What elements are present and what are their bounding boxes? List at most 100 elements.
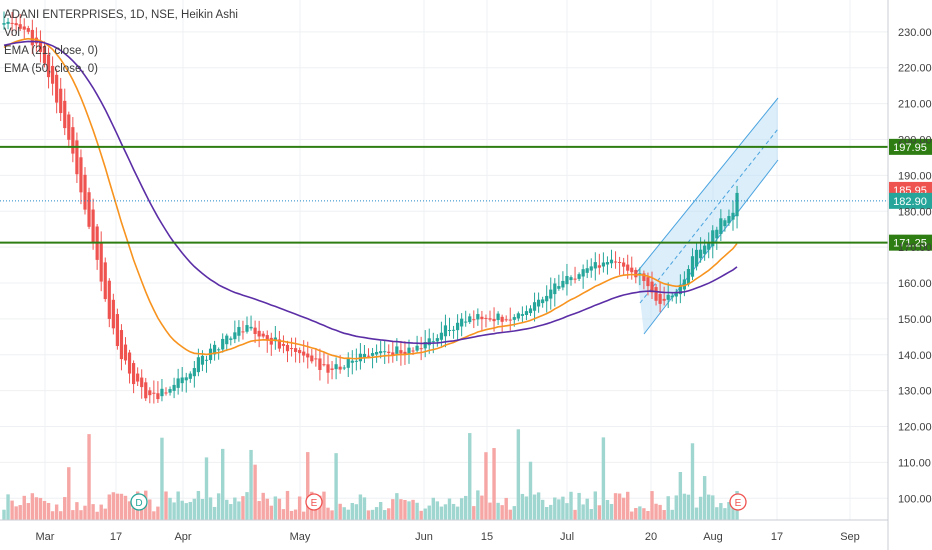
- volume-bar: [281, 509, 286, 520]
- candle-body: [561, 280, 565, 288]
- volume-bar: [127, 501, 132, 520]
- candle-body: [87, 192, 91, 227]
- candle-body: [132, 363, 136, 385]
- candle-body: [192, 368, 196, 377]
- volume-bar: [253, 464, 257, 520]
- candle-body: [476, 314, 480, 320]
- volume-bar: [249, 449, 253, 520]
- y-tick-label: 180.00: [898, 206, 932, 218]
- volume-bar: [269, 505, 273, 520]
- level-tag-label: 197.95: [893, 142, 927, 154]
- candle-body: [281, 343, 286, 346]
- candle-body: [609, 259, 614, 264]
- volume-bar: [156, 506, 160, 520]
- candle-body: [362, 353, 367, 358]
- candle-body: [302, 351, 306, 356]
- y-tick-label: 170.00: [898, 242, 932, 254]
- candle-body: [456, 322, 460, 331]
- volume-bar: [261, 492, 265, 520]
- volume-bar: [160, 437, 164, 520]
- volume-bar: [200, 498, 205, 520]
- candle-body: [646, 277, 650, 287]
- candle-body: [140, 377, 144, 388]
- volume-bar: [111, 492, 116, 520]
- volume-bar: [2, 509, 6, 520]
- volume-bar: [115, 493, 120, 520]
- candle-body: [136, 373, 140, 382]
- y-tick-label: 160.00: [898, 278, 932, 290]
- ema50-line: [3, 40, 738, 345]
- x-tick-label: 20: [645, 531, 657, 543]
- volume-bar: [678, 472, 683, 520]
- candle-body: [488, 318, 492, 320]
- volume-bar: [306, 452, 310, 520]
- volume-bar: [435, 501, 440, 520]
- candle-body: [472, 319, 476, 321]
- volume-bar: [573, 509, 577, 520]
- x-tick-label: 17: [771, 531, 783, 543]
- candle-body: [119, 330, 124, 360]
- candle-body: [383, 351, 387, 353]
- volume-bar: [119, 493, 124, 520]
- volume-bar: [273, 496, 278, 520]
- volume-bar: [528, 461, 533, 520]
- volume-bar: [131, 507, 136, 520]
- x-tick-label: Jun: [415, 531, 433, 543]
- volume-bar: [480, 495, 484, 520]
- candle-body: [196, 357, 200, 373]
- volume-bar: [411, 499, 415, 520]
- level-tag-label: 171.25: [893, 238, 927, 250]
- candle-body: [682, 279, 686, 290]
- volume-bar: [403, 500, 407, 520]
- volume-bar: [650, 491, 654, 520]
- volume-legend[interactable]: Vol: [4, 27, 20, 39]
- ema50-legend[interactable]: EMA (50, close, 0): [4, 63, 98, 75]
- volume-bar: [702, 476, 707, 520]
- candle-body: [686, 268, 691, 285]
- ema21-legend[interactable]: EMA (21, close, 0): [4, 45, 98, 57]
- candle-body: [411, 350, 415, 352]
- x-tick-label: Jul: [560, 531, 574, 543]
- volume-bar: [326, 507, 330, 520]
- ema21-line: [3, 37, 738, 360]
- volume-bar: [431, 497, 435, 520]
- candle-body: [650, 281, 654, 293]
- volume-bar: [38, 497, 43, 520]
- volume-bar: [613, 493, 618, 520]
- volume-bar: [609, 503, 614, 520]
- volume-bar: [585, 498, 589, 520]
- candle-body: [593, 262, 597, 269]
- volume-bar: [638, 506, 642, 520]
- channel-fill: [637, 98, 778, 334]
- candle-body: [613, 261, 618, 263]
- volume-bar: [476, 490, 480, 520]
- candle-body: [638, 273, 642, 275]
- volume-bar: [654, 503, 658, 520]
- volume-bar: [342, 507, 346, 520]
- volume-bar: [221, 448, 225, 520]
- candle-body: [38, 40, 43, 52]
- candle-body: [225, 335, 229, 345]
- candle-body: [2, 23, 6, 25]
- symbol-title[interactable]: ADANI ENTERPRISES, 1D, NSE, Heikin Ashi: [4, 9, 238, 21]
- y-tick-label: 120.00: [898, 422, 932, 434]
- candle-body: [354, 360, 358, 362]
- candle-body: [6, 21, 10, 24]
- candle-body: [322, 364, 326, 366]
- y-tick-label: 100.00: [898, 493, 932, 505]
- volume-bar: [257, 501, 261, 520]
- candle-body: [164, 392, 168, 394]
- volume-bar: [350, 502, 354, 520]
- candle-body: [557, 286, 561, 289]
- candle-body: [480, 316, 484, 320]
- candle-body: [184, 377, 188, 381]
- candle-body: [516, 313, 520, 319]
- volume-bar: [569, 491, 573, 520]
- candle-body: [245, 325, 249, 332]
- volume-bar: [208, 497, 213, 520]
- earnings-marker: [305, 493, 323, 511]
- volume-bar: [492, 448, 496, 520]
- event-marker-label: E: [311, 498, 318, 509]
